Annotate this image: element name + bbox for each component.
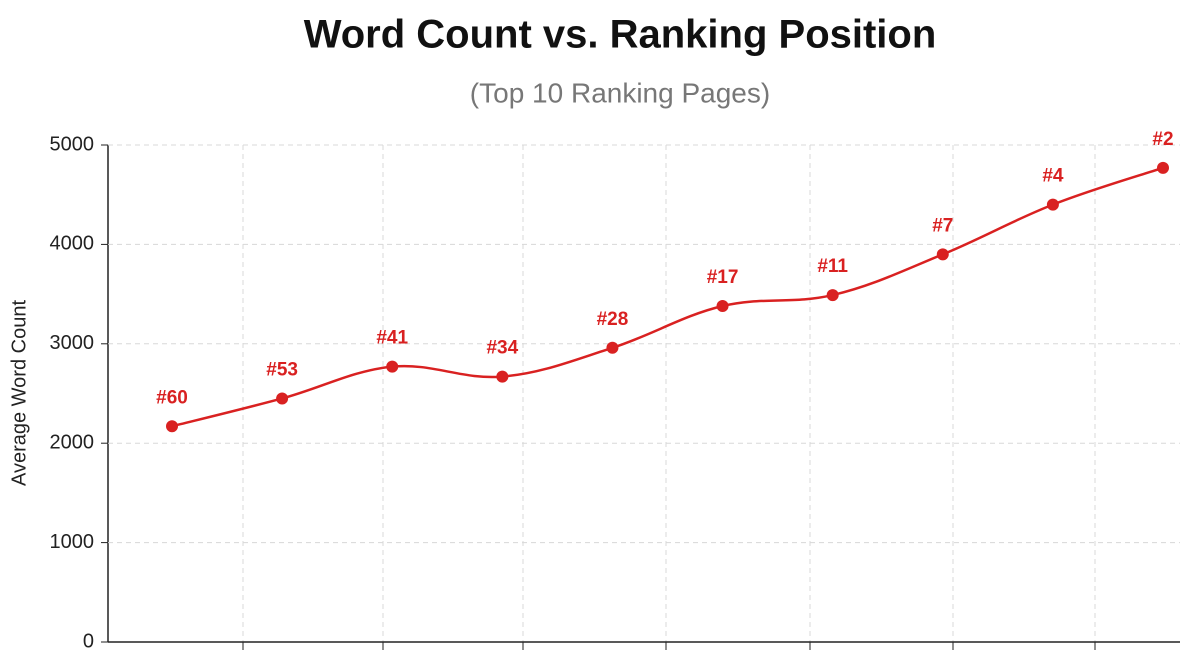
y-axis-label: Average Word Count <box>8 300 30 486</box>
point <box>936 248 949 261</box>
y-tick-label: 4000 <box>50 233 95 255</box>
point <box>276 392 289 405</box>
point <box>826 289 839 302</box>
point-label: #34 <box>486 338 518 359</box>
point <box>606 341 619 354</box>
point-label: #2 <box>1152 129 1173 150</box>
y-tick-label: 5000 <box>50 133 95 155</box>
point-label: #60 <box>156 387 188 408</box>
point <box>1157 161 1169 174</box>
y-tick-label: 3000 <box>50 332 95 354</box>
point <box>166 420 178 433</box>
point <box>716 300 729 313</box>
y-tick-label: 0 <box>83 630 94 652</box>
line <box>171 166 1164 428</box>
chart-title: Word Count vs. Ranking Position <box>304 13 937 57</box>
point-label: #41 <box>376 328 408 349</box>
point-label: #11 <box>817 256 848 277</box>
x-grid <box>242 145 1096 650</box>
y-tick-label: 1000 <box>50 531 95 553</box>
point-label: #53 <box>266 359 298 380</box>
point <box>496 370 509 383</box>
chart-subtitle: (Top 10 Ranking Pages) <box>470 77 770 108</box>
point <box>386 360 399 373</box>
y-tick-label: 2000 <box>50 431 95 453</box>
point-label: #28 <box>597 309 629 330</box>
point-label: #17 <box>707 267 739 288</box>
point-label: #7 <box>932 215 953 236</box>
point-label: #4 <box>1042 166 1064 187</box>
point <box>1046 198 1059 211</box>
